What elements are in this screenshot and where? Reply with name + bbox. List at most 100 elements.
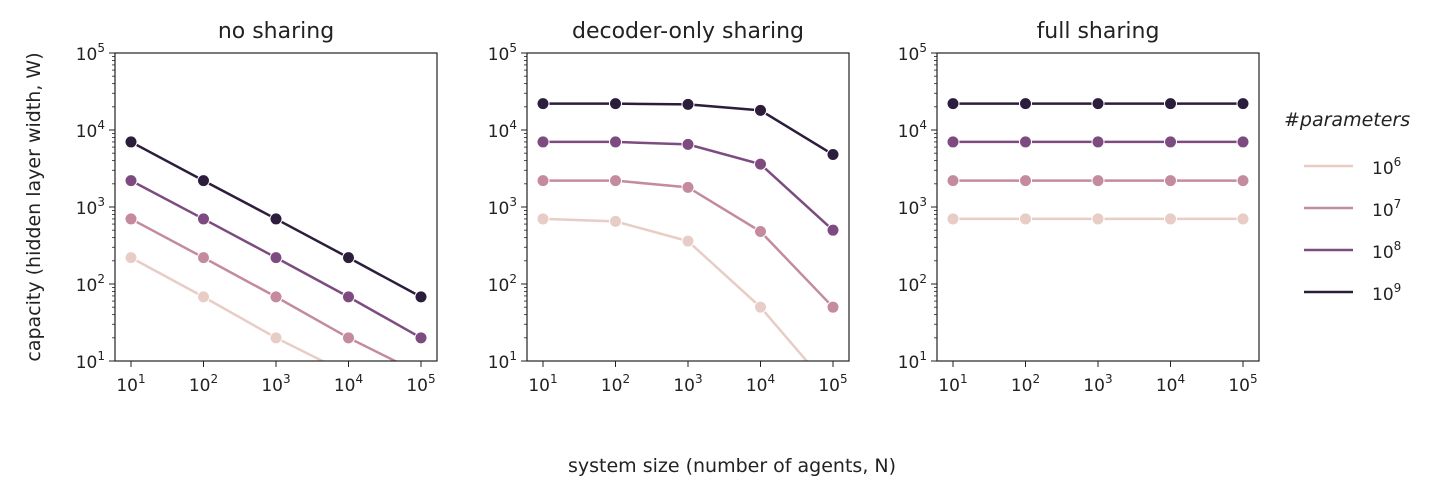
data-point: [124, 135, 138, 149]
data-point: [269, 251, 283, 265]
data-point: [609, 135, 622, 149]
data-point: [536, 212, 550, 226]
x-tick-label: 101: [938, 372, 967, 396]
y-tick-label: 104: [76, 118, 105, 142]
data-point: [946, 212, 960, 226]
x-tick-label: 101: [528, 372, 557, 396]
y-tick-label: 104: [898, 118, 927, 142]
data-point: [1019, 135, 1032, 149]
data-point: [269, 212, 283, 226]
y-tick-label: 101: [488, 349, 517, 373]
data-point: [415, 406, 427, 418]
data-point: [269, 331, 283, 345]
data-point: [754, 157, 767, 171]
data-point: [1164, 174, 1177, 188]
panel-0: no sharing 101 102 103 104 105 101 102 103 104 105: [76, 19, 438, 418]
x-tick-label: 104: [746, 372, 775, 396]
data-point: [342, 331, 355, 345]
data-point: [754, 300, 767, 314]
panel-title: no sharing: [218, 19, 334, 44]
legend: #parameters 106 107 108 109: [1284, 109, 1410, 305]
data-point: [946, 97, 960, 111]
series-group: [536, 97, 840, 361]
data-point: [609, 174, 622, 188]
data-point: [414, 290, 428, 304]
series-group: [124, 135, 428, 418]
legend-title: #parameters: [1284, 109, 1410, 131]
x-tick-label: 104: [334, 372, 363, 396]
data-point: [1019, 174, 1032, 188]
data-point: [342, 290, 355, 304]
data-point: [536, 135, 550, 149]
data-point: [826, 223, 840, 237]
legend-label: 108: [1372, 239, 1401, 263]
y-tick-label: 105: [76, 41, 105, 65]
data-point: [1236, 212, 1250, 226]
y-tick-label: 103: [898, 195, 927, 219]
x-axis-label: system size (number of agents, N): [568, 455, 896, 477]
data-point: [1164, 212, 1177, 226]
data-point: [197, 212, 210, 226]
data-point: [946, 135, 960, 149]
x-tick-label: 105: [818, 372, 847, 396]
data-point: [342, 251, 355, 265]
data-point: [124, 174, 138, 188]
y-tick-label: 102: [898, 272, 927, 296]
legend-label: 106: [1372, 155, 1401, 179]
data-point: [1091, 97, 1105, 111]
legend-label: 109: [1372, 281, 1401, 305]
data-point: [1091, 135, 1105, 149]
y-tick-label: 101: [76, 349, 105, 373]
series-group: [946, 97, 1250, 226]
data-point: [609, 214, 622, 228]
legend-label: 107: [1372, 197, 1401, 221]
data-point: [681, 180, 695, 194]
data-point: [826, 300, 840, 314]
x-tick-label: 102: [601, 372, 630, 396]
y-tick-label: 104: [488, 118, 517, 142]
y-tick-label: 103: [488, 195, 517, 219]
y-tick-label: 105: [898, 41, 927, 65]
data-point: [1236, 135, 1250, 149]
x-tick-label: 104: [1156, 372, 1185, 396]
data-point: [681, 97, 695, 111]
data-point: [1236, 174, 1250, 188]
x-tick-label: 103: [673, 372, 702, 396]
data-point: [124, 251, 138, 265]
data-point: [826, 148, 840, 162]
panel-2: full sharing 101 102 103 104 105 101 102 103 104 1…: [898, 19, 1260, 396]
x-tick-label: 102: [189, 372, 218, 396]
data-point: [754, 225, 767, 239]
data-point: [197, 290, 210, 304]
panel-frame: [936, 52, 1260, 362]
data-point: [1091, 212, 1105, 226]
data-point: [609, 97, 622, 111]
data-point: [536, 174, 550, 188]
data-point: [681, 137, 695, 151]
data-point: [124, 212, 138, 226]
y-axis-label: capacity (hidden layer width, W): [23, 52, 45, 361]
data-point: [1164, 135, 1177, 149]
data-point: [681, 234, 695, 248]
x-tick-label: 105: [1228, 372, 1257, 396]
data-point: [269, 290, 283, 304]
data-point: [536, 97, 550, 111]
y-tick-label: 102: [76, 272, 105, 296]
data-point: [1091, 174, 1105, 188]
panel-title: decoder-only sharing: [572, 19, 804, 44]
x-tick-label: 105: [406, 372, 435, 396]
y-tick-label: 103: [76, 195, 105, 219]
y-tick-label: 101: [898, 349, 927, 373]
y-tick-label: 102: [488, 272, 517, 296]
x-tick-label: 101: [116, 372, 145, 396]
data-point: [197, 174, 210, 188]
y-tick-label: 105: [488, 41, 517, 65]
data-point: [414, 331, 428, 345]
panel-frame: [526, 52, 850, 362]
data-point: [1164, 97, 1177, 111]
data-point: [197, 251, 210, 265]
panel-title: full sharing: [1037, 19, 1160, 44]
x-tick-label: 103: [261, 372, 290, 396]
panel-frame: [114, 52, 438, 362]
